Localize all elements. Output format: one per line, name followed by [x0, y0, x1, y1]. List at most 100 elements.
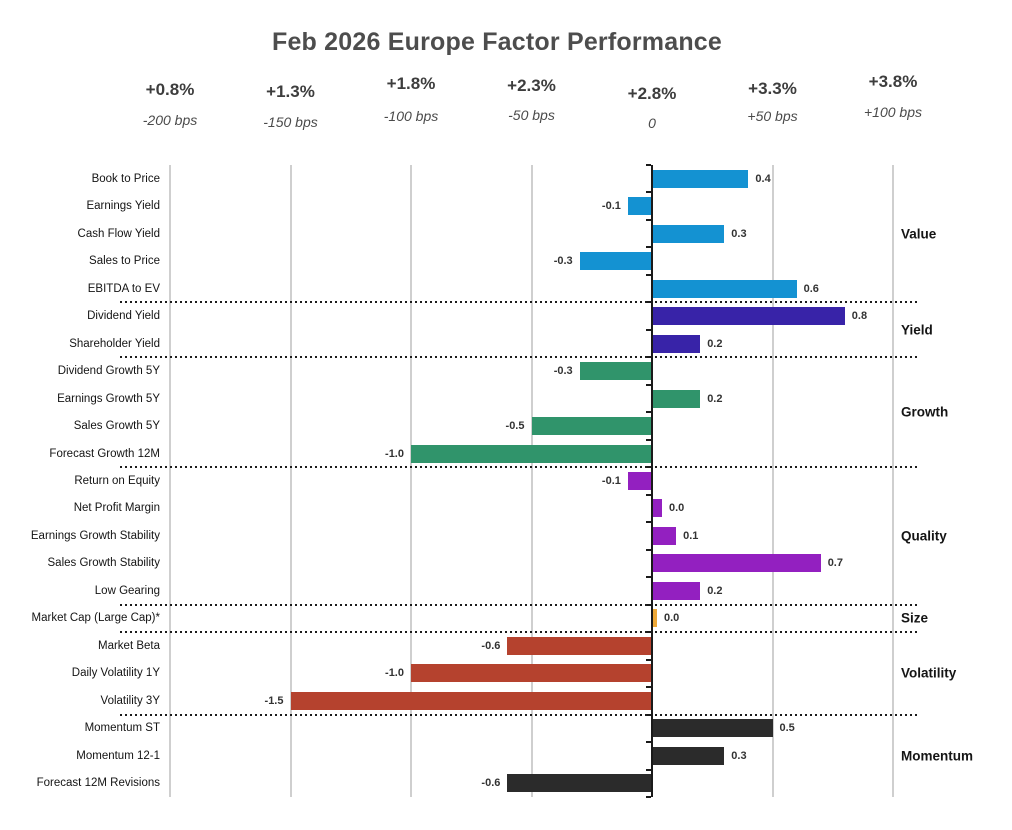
axis-bps-label: 0: [648, 115, 656, 131]
zero-axis-tick: [646, 438, 651, 441]
factor-label: Return on Equity: [74, 475, 160, 487]
zero-axis-tick: [646, 273, 651, 276]
bar-value-label: 0.2: [707, 584, 723, 597]
axis-pct-label: +0.8%: [145, 80, 195, 99]
group-label-volatility: Volatility: [901, 665, 957, 681]
bar-value-label: 0.0: [669, 502, 685, 515]
bar-value-label: -0.3: [553, 365, 573, 378]
bar-value-label: -0.6: [481, 777, 501, 790]
factor-bar: [411, 664, 652, 683]
factor-bar: [411, 444, 652, 463]
axis-pct-label: +3.3%: [748, 79, 797, 98]
gridline: [892, 165, 894, 797]
factor-bar: [579, 362, 652, 381]
factor-bar: [652, 526, 677, 545]
factor-label: Book to Price: [91, 172, 160, 185]
factor-bar: [652, 499, 662, 518]
group-separator: [120, 603, 920, 606]
factor-label: Volatility 3Y: [100, 694, 160, 707]
group-separator: [120, 301, 920, 304]
axis-bps-label: -100 bps: [383, 108, 439, 124]
group-separator: [120, 713, 920, 716]
zero-axis-line: [651, 165, 653, 797]
zero-axis-tick: [646, 768, 651, 771]
bar-value-label: -1.0: [385, 667, 404, 680]
axis-pct-label: +2.3%: [507, 76, 556, 95]
zero-axis-tick: [646, 521, 651, 524]
group-label-growth: Growth: [901, 404, 949, 420]
zero-axis-tick: [646, 603, 651, 606]
zero-axis-tick: [646, 356, 651, 359]
bar-value-label: 0.5: [779, 722, 795, 735]
factor-bar: [652, 224, 725, 243]
factor-bar: [652, 609, 657, 628]
factor-label: Shareholder Yield: [69, 337, 160, 350]
factor-label: Forecast 12M Revisions: [36, 777, 160, 790]
zero-axis-tick: [646, 741, 651, 744]
factor-bar: [507, 636, 652, 655]
factor-label: Momentum 12-1: [76, 749, 160, 762]
factor-label: Sales to Price: [89, 255, 160, 268]
bar-value-label: -1.5: [264, 694, 284, 707]
axis-bps-label: -150 bps: [263, 114, 318, 130]
group-label-value: Value: [901, 226, 937, 242]
bar-value-label: 0.4: [755, 172, 771, 185]
group-label-momentum: Momentum: [901, 748, 973, 764]
group-label-quality: Quality: [901, 528, 947, 544]
factor-label: Cash Flow Yield: [77, 227, 160, 240]
zero-axis-tick: [646, 713, 651, 716]
factor-bar: [652, 746, 725, 765]
zero-axis-tick: [646, 218, 651, 221]
gridline: [771, 165, 774, 797]
factor-label: Earnings Yield: [86, 200, 160, 213]
factor-bar: [627, 197, 652, 216]
factor-label: Momentum ST: [84, 722, 160, 735]
bar-value-label: 0.2: [707, 392, 723, 405]
group-separator: [120, 466, 920, 469]
zero-axis-tick: [646, 191, 651, 194]
axis-pct-label: +1.3%: [266, 82, 315, 101]
factor-bar: [652, 307, 845, 326]
factor-label: Daily Volatility 1Y: [71, 667, 160, 680]
zero-axis-tick: [646, 246, 651, 249]
axis-pct-label: +1.8%: [386, 74, 436, 93]
bar-value-label: 0.1: [683, 529, 699, 542]
factor-label: EBITDA to EV: [87, 282, 160, 295]
factor-bar: [579, 252, 652, 271]
bar-value-label: 0.7: [827, 557, 843, 570]
factor-bar: [652, 719, 773, 738]
bar-value-label: 0.6: [803, 282, 819, 295]
factor-label: Sales Growth Stability: [47, 557, 161, 570]
zero-axis-tick: [646, 383, 651, 386]
bar-value-label: 0.3: [731, 227, 747, 240]
axis-bps-label: -50 bps: [508, 107, 555, 123]
chart-title: Feb 2026 Europe Factor Performance: [271, 28, 722, 56]
axis-bps-label: +100 bps: [864, 104, 922, 120]
bar-value-label: -0.1: [601, 200, 621, 213]
factor-bar: [290, 691, 652, 710]
bar-value-label: -0.5: [505, 420, 525, 433]
axis-pct-label: +3.8%: [868, 72, 918, 91]
bar-value-label: 0.2: [707, 337, 723, 350]
factor-bar: [652, 581, 701, 600]
factor-bar: [507, 774, 652, 793]
zero-axis-tick: [646, 411, 651, 414]
zero-axis-tick: [646, 658, 651, 661]
group-label-yield: Yield: [901, 322, 933, 338]
factor-label: Market Beta: [98, 639, 160, 652]
zero-axis-tick: [646, 328, 651, 331]
factor-label: Dividend Growth 5Y: [57, 365, 160, 378]
group-separator: [120, 356, 920, 359]
factor-bar: [531, 417, 652, 436]
gridline: [410, 165, 412, 797]
bar-value-label: 0.3: [731, 749, 747, 762]
gridline: [169, 165, 171, 797]
zero-axis-tick: [646, 796, 651, 798]
bar-value-label: 0.0: [664, 612, 680, 625]
gridline: [289, 165, 292, 797]
factor-bar: [652, 389, 701, 408]
factor-bar: [652, 334, 701, 353]
bar-value-label: -0.3: [553, 255, 573, 268]
bar-value-label: 0.8: [851, 310, 868, 323]
